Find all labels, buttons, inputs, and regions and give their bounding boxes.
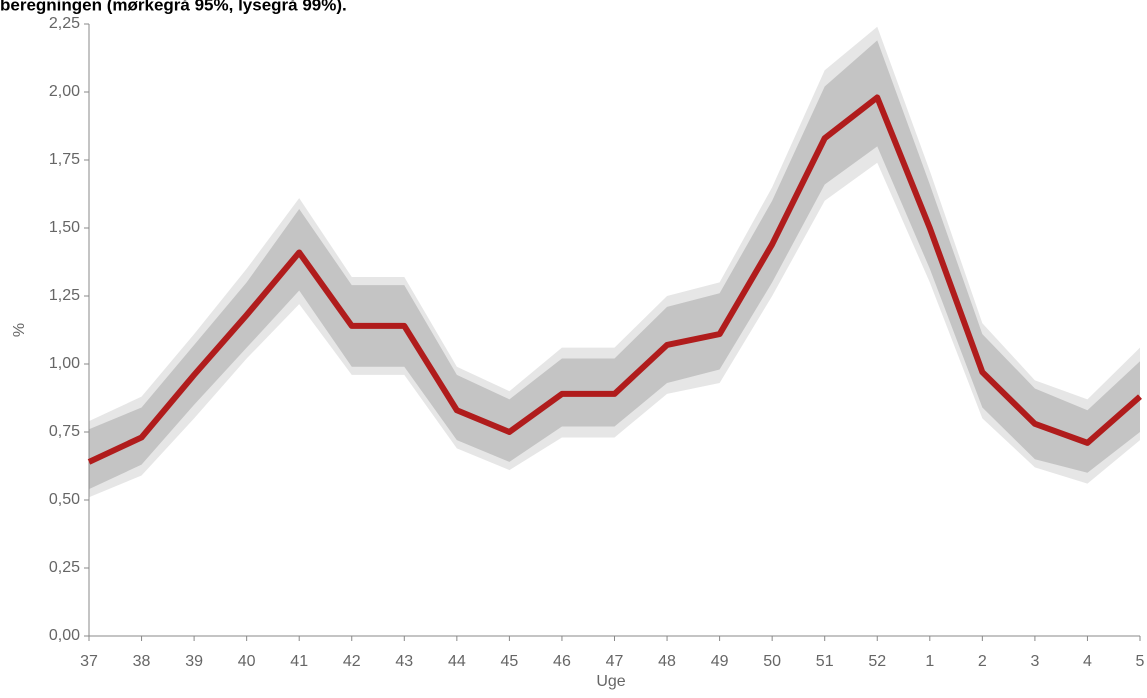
confidence-band [89, 40, 1140, 490]
y-tick-label: 0,25 [49, 559, 80, 576]
data-line [87, 94, 1142, 465]
x-tick-label: 45 [501, 653, 519, 670]
x-axis-label: Uge [596, 673, 625, 690]
x-tick-label: 46 [553, 653, 571, 670]
x-tick-label: 2 [978, 653, 987, 670]
y-axis-label: % [11, 323, 28, 337]
x-tick-label: 51 [816, 653, 834, 670]
x-tick-label: 42 [343, 653, 361, 670]
x-tick-label: 43 [395, 653, 413, 670]
x-tick-label: 48 [658, 653, 676, 670]
confidence-band [89, 26, 1140, 498]
y-tick-label: 0,00 [49, 627, 80, 644]
y-tick-label: 0,75 [49, 423, 80, 440]
x-tick-label: 52 [868, 653, 886, 670]
x-tick-label: 39 [185, 653, 203, 670]
x-tick-label: 1 [925, 653, 934, 670]
x-tick-label: 3 [1030, 653, 1039, 670]
x-tick-label: 50 [763, 653, 781, 670]
x-tick-label: 4 [1083, 653, 1092, 670]
y-tick-label: 1,00 [49, 355, 80, 372]
x-tick-label: 44 [448, 653, 466, 670]
chart-title: beregningen (mørkegrå 95%, lysegrå 99%). [0, 0, 347, 14]
y-tick-label: 1,75 [49, 151, 80, 168]
y-tick-label: 0,50 [49, 491, 80, 508]
x-tick-label: 41 [290, 653, 308, 670]
y-tick-label: 1,50 [49, 219, 80, 236]
x-tick-label: 38 [133, 653, 151, 670]
x-tick-label: 40 [238, 653, 256, 670]
x-tick-label: 5 [1136, 653, 1145, 670]
y-tick-label: 2,25 [49, 15, 80, 32]
y-tick-label: 2,00 [49, 83, 80, 100]
x-tick-label: 47 [606, 653, 624, 670]
y-tick-label: 1,25 [49, 287, 80, 304]
x-tick-label: 49 [711, 653, 729, 670]
x-tick-label: 37 [80, 653, 98, 670]
